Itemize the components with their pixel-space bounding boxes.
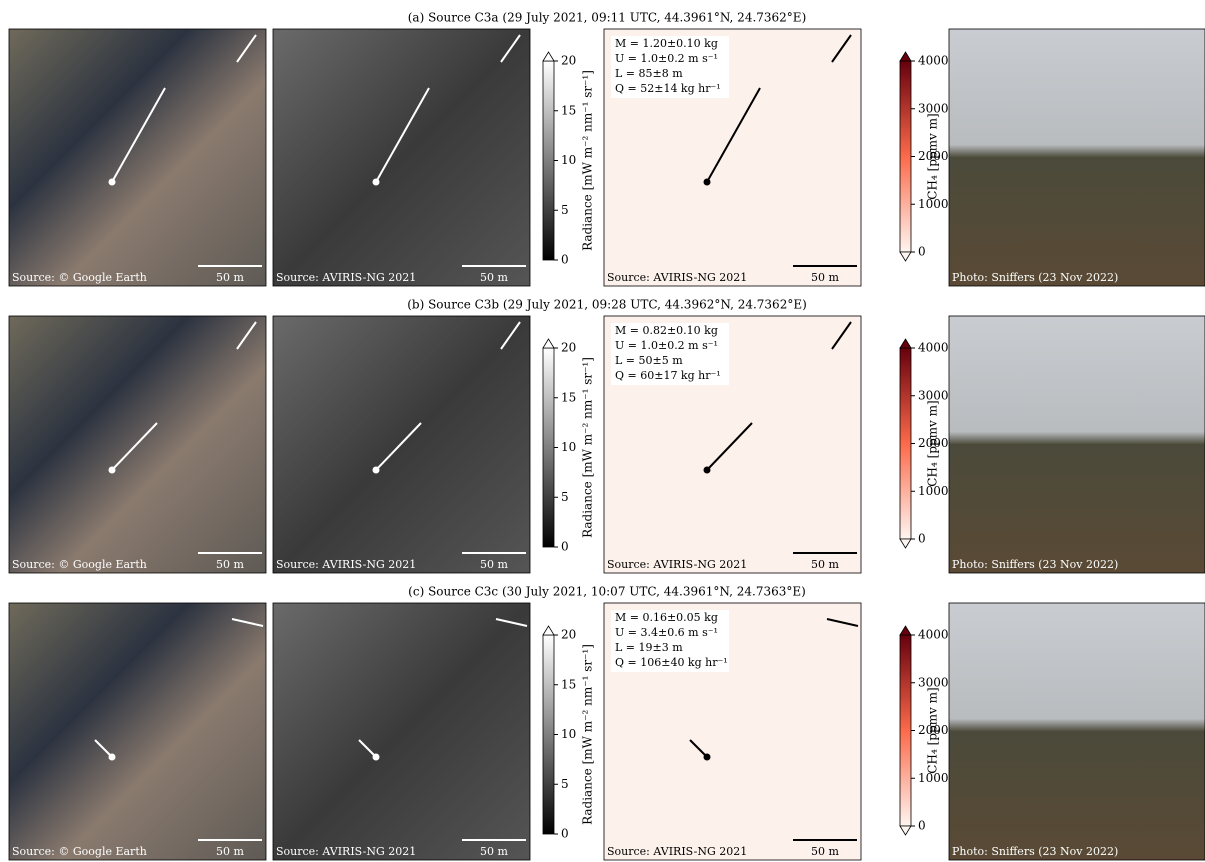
colorbar-tick-label: 4000: [918, 628, 949, 642]
scale-bar-label: 50 m: [480, 271, 508, 284]
photo-credit: Photo: Sniffers (23 Nov 2022): [952, 845, 1118, 858]
source-label: Source: AVIRIS-NG 2021: [276, 845, 416, 858]
source-marker: [373, 467, 380, 474]
annotation: U = 3.4±0.6 m s⁻¹: [615, 626, 718, 639]
annotation: U = 1.0±0.2 m s⁻¹: [615, 52, 718, 65]
source-marker: [373, 754, 380, 761]
source-marker: [109, 754, 116, 761]
colorbar-label: CH₄ [ppmv m]: [926, 400, 940, 486]
colorbar-tick-label: 15: [561, 103, 576, 117]
colorbar-label: Radiance [mW m⁻² nm⁻¹ sr⁻¹]: [581, 70, 595, 251]
colorbar-tick-label: 15: [561, 390, 576, 404]
colorbar-tick-label: 0: [561, 540, 569, 554]
colorbar-tick-label: 20: [561, 54, 576, 68]
annotation: Q = 60±17 kg hr⁻¹: [615, 369, 721, 382]
annotation: L = 19±3 m: [615, 641, 683, 654]
colorbar-label: CH₄ [ppmv m]: [926, 687, 940, 773]
source-marker: [109, 467, 116, 474]
photo: [949, 603, 1205, 860]
annotation: M = 0.16±0.05 kg: [615, 611, 718, 624]
colorbar-tick-label: 10: [561, 440, 576, 454]
colorbar-tick-label: 0: [561, 827, 569, 841]
colorbar-tick-label: 5: [561, 490, 569, 504]
annotation: M = 0.82±0.10 kg: [615, 324, 718, 337]
colorbar-label: Radiance [mW m⁻² nm⁻¹ sr⁻¹]: [581, 644, 595, 825]
source-label: Source: AVIRIS-NG 2021: [607, 558, 747, 571]
scale-bar-label: 50 m: [216, 845, 244, 858]
scale-bar-label: 50 m: [811, 558, 839, 571]
photo: [949, 316, 1205, 573]
colorbar-extend: [900, 626, 911, 635]
annotation: Q = 106±40 kg hr⁻¹: [615, 656, 728, 669]
row-title: (b) Source C3b (29 July 2021, 09:28 UTC,…: [407, 298, 807, 312]
colorbar: [900, 348, 911, 539]
image-panel: [9, 29, 266, 286]
scale-bar-label: 50 m: [811, 271, 839, 284]
source-marker: [704, 179, 711, 186]
colorbar-extend: [543, 626, 554, 635]
colorbar-label: Radiance [mW m⁻² nm⁻¹ sr⁻¹]: [581, 357, 595, 538]
colorbar-extend: [900, 826, 911, 835]
annotation: Q = 52±14 kg hr⁻¹: [615, 82, 721, 95]
colorbar-tick-label: 3000: [918, 675, 949, 689]
source-marker: [109, 179, 116, 186]
colorbar-extend: [900, 252, 911, 261]
colorbar-tick-label: 10: [561, 727, 576, 741]
photo-credit: Photo: Sniffers (23 Nov 2022): [952, 558, 1118, 571]
source-marker: [373, 179, 380, 186]
source-marker: [704, 467, 711, 474]
colorbar-extend: [543, 52, 554, 61]
photo-credit: Photo: Sniffers (23 Nov 2022): [952, 271, 1118, 284]
colorbar-tick-label: 5: [561, 777, 569, 791]
colorbar-extend: [900, 539, 911, 548]
colorbar-tick-label: 0: [918, 819, 926, 833]
source-marker: [704, 754, 711, 761]
annotation: L = 50±5 m: [615, 354, 683, 367]
colorbar-tick-label: 20: [561, 628, 576, 642]
colorbar-extend: [900, 52, 911, 61]
image-panel: [273, 29, 530, 286]
colorbar-tick-label: 4000: [918, 341, 949, 355]
colorbar-label: CH₄ [ppmv m]: [926, 113, 940, 199]
colorbar-tick-label: 10: [561, 153, 576, 167]
scale-bar-label: 50 m: [480, 558, 508, 571]
colorbar-tick-label: 0: [918, 532, 926, 546]
colorbar-tick-label: 4000: [918, 54, 949, 68]
source-label: Source: © Google Earth: [12, 845, 147, 858]
photo: [949, 29, 1205, 286]
source-label: Source: © Google Earth: [12, 271, 147, 284]
scale-bar-label: 50 m: [811, 845, 839, 858]
row-title: (a) Source C3a (29 July 2021, 09:11 UTC,…: [408, 11, 807, 25]
colorbar-tick-label: 15: [561, 677, 576, 691]
image-panel: [273, 603, 530, 860]
colorbar: [543, 61, 554, 260]
figure: (a) Source C3a (29 July 2021, 09:11 UTC,…: [0, 0, 1205, 862]
colorbar-extend: [900, 339, 911, 348]
colorbar-tick-label: 0: [918, 245, 926, 259]
source-label: Source: AVIRIS-NG 2021: [607, 271, 747, 284]
colorbar: [543, 635, 554, 834]
colorbar-tick-label: 0: [561, 253, 569, 267]
colorbar-tick-label: 3000: [918, 388, 949, 402]
source-label: Source: © Google Earth: [12, 558, 147, 571]
colorbar-tick-label: 3000: [918, 101, 949, 115]
annotation: L = 85±8 m: [615, 67, 683, 80]
annotation: U = 1.0±0.2 m s⁻¹: [615, 339, 718, 352]
source-label: Source: AVIRIS-NG 2021: [276, 558, 416, 571]
colorbar-tick-label: 20: [561, 341, 576, 355]
colorbar-extend: [543, 339, 554, 348]
source-label: Source: AVIRIS-NG 2021: [607, 845, 747, 858]
source-label: Source: AVIRIS-NG 2021: [276, 271, 416, 284]
scale-bar-label: 50 m: [480, 845, 508, 858]
image-panel: [9, 603, 266, 860]
row-title: (c) Source C3c (30 July 2021, 10:07 UTC,…: [408, 585, 806, 599]
colorbar: [900, 635, 911, 826]
scale-bar-label: 50 m: [216, 558, 244, 571]
colorbar-tick-label: 5: [561, 203, 569, 217]
colorbar: [543, 348, 554, 547]
annotation: M = 1.20±0.10 kg: [615, 37, 718, 50]
scale-bar-label: 50 m: [216, 271, 244, 284]
colorbar: [900, 61, 911, 252]
